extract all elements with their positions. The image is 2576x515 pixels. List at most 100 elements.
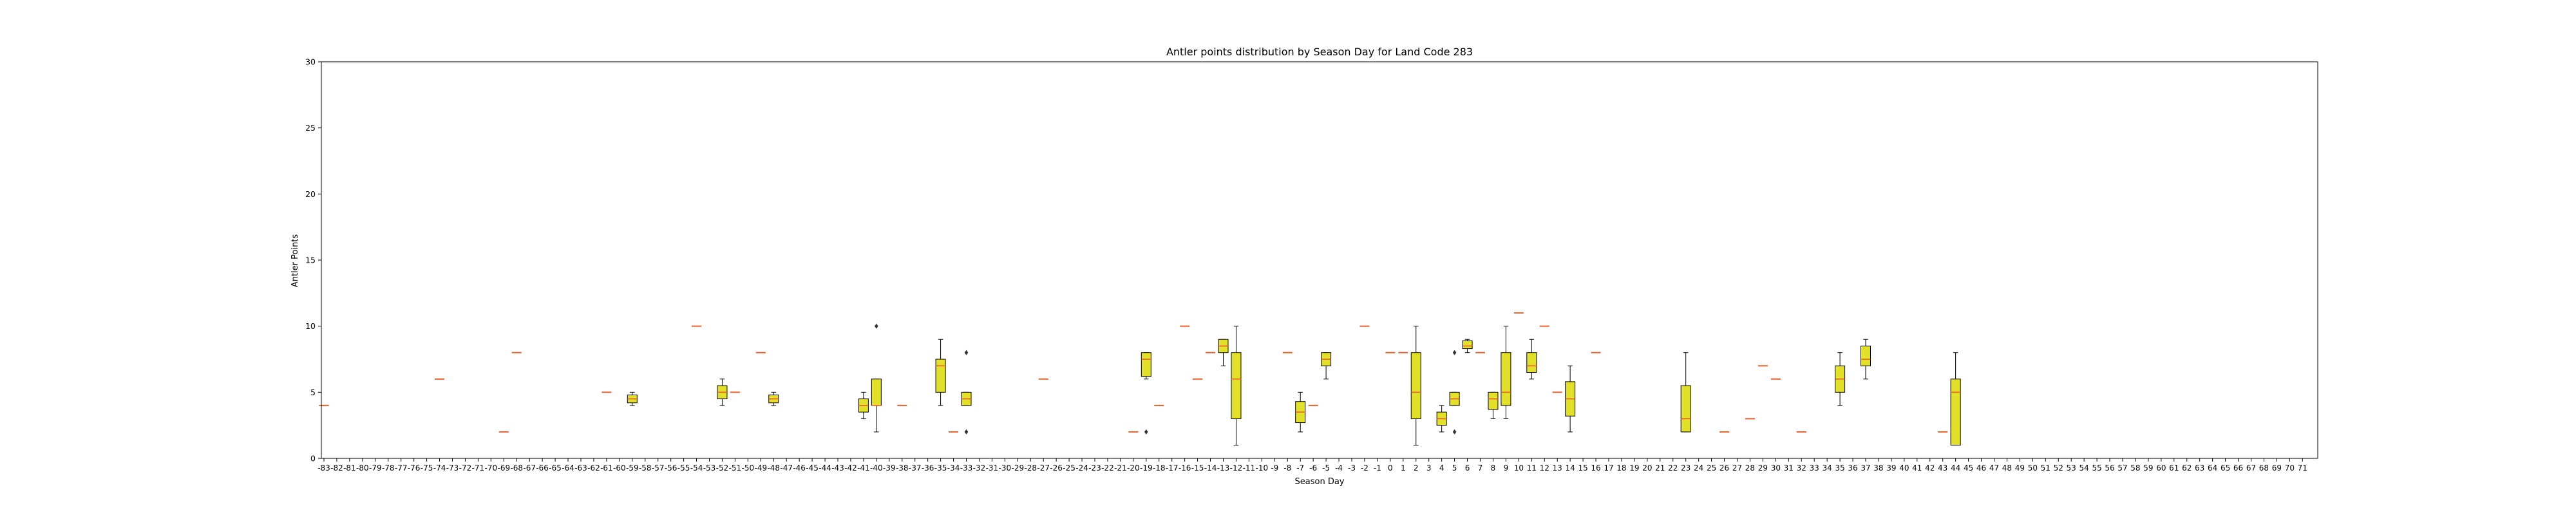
x-tick-label: 52 [2054, 464, 2063, 473]
x-tick-label: -25 [1063, 464, 1075, 473]
x-tick-label: -78 [382, 464, 395, 473]
x-tick-label: -17 [1166, 464, 1179, 473]
x-tick-label: -50 [742, 464, 755, 473]
x-tick-label: -22 [1101, 464, 1114, 473]
x-tick-label: -39 [883, 464, 896, 473]
box-plot [858, 391, 869, 419]
x-tick-label: 58 [2130, 464, 2140, 473]
outlier-point [1452, 350, 1457, 355]
box-plot [1141, 352, 1151, 435]
x-tick-label: -31 [986, 464, 999, 473]
box-plot [961, 350, 972, 435]
x-tick-label: 27 [1732, 464, 1742, 473]
x-tick-label: 31 [1784, 464, 1794, 473]
x-tick-label: 41 [1912, 464, 1922, 473]
outlier-point [1144, 429, 1148, 435]
x-tick-label: 46 [1976, 464, 1986, 473]
box-body [935, 359, 946, 393]
x-tick-label: -43 [831, 464, 844, 473]
x-tick-label: 30 [1771, 464, 1781, 473]
x-tick-label: 55 [2092, 464, 2101, 473]
x-tick-label: -45 [806, 464, 819, 473]
box-body [1861, 345, 1871, 366]
x-tick-label: -35 [934, 464, 947, 473]
x-tick-label: -36 [922, 464, 934, 473]
x-tick-label: -69 [497, 464, 510, 473]
x-tick-label: 44 [1951, 464, 1960, 473]
x-tick-label: 50 [2028, 464, 2038, 473]
x-tick-label: -1 [1374, 464, 1381, 473]
x-tick-label: 15 [1578, 464, 1587, 473]
x-tick-label: 28 [1745, 464, 1755, 473]
x-tick-label: 37 [1861, 464, 1870, 473]
x-tick-label: 40 [1899, 464, 1909, 473]
x-tick-label: 60 [2156, 464, 2166, 473]
x-tick-label: 35 [1835, 464, 1844, 473]
box-body [1680, 385, 1691, 433]
x-tick-label: -41 [857, 464, 870, 473]
x-tick-label: -13 [1217, 464, 1230, 473]
x-tick-label: -12 [1230, 464, 1243, 473]
x-tick-label: -72 [459, 464, 472, 473]
x-tick-label: -74 [433, 464, 446, 473]
chart-marks [319, 312, 1961, 445]
x-tick-label: 71 [2298, 464, 2307, 473]
x-tick-label: -70 [485, 464, 498, 473]
x-tick-label: -44 [819, 464, 831, 473]
x-tick-label: -8 [1283, 464, 1291, 473]
box-plot [768, 391, 779, 406]
x-tick-label: 61 [2169, 464, 2179, 473]
plot-frame [321, 61, 2318, 459]
x-tick-label: 18 [1616, 464, 1626, 473]
outlier-point [964, 429, 969, 435]
box-plot [1835, 352, 1846, 406]
x-tick-label: -46 [793, 464, 806, 473]
x-tick-label: -26 [1050, 464, 1063, 473]
x-tick-label: 22 [1668, 464, 1678, 473]
x-tick-label: 29 [1758, 464, 1768, 473]
x-tick-label: 45 [1964, 464, 1973, 473]
x-tick-label: 12 [1540, 464, 1549, 473]
x-tick-label: 9 [1504, 464, 1509, 473]
x-tick-label: -9 [1271, 464, 1278, 473]
box-body [1410, 352, 1421, 419]
box-plot [1295, 391, 1306, 433]
box-body [1501, 352, 1511, 406]
x-tick-label: 10 [1514, 464, 1524, 473]
x-tick-label: -28 [1024, 464, 1037, 473]
x-tick-label: -32 [973, 464, 986, 473]
outlier-point [964, 350, 969, 355]
x-tick-label: -34 [947, 464, 960, 473]
x-axis-ticks: -83 -82 -81 -80 -79 -78 -77 -76 -75 -74 -73 -72 -71-… [317, 458, 2307, 473]
x-tick-label: -7 [1296, 464, 1304, 473]
x-tick-label: 59 [2143, 464, 2153, 473]
y-axis-label: Antler Points [290, 234, 300, 288]
x-tick-label: -53 [703, 464, 716, 473]
y-tick-label: 0 [310, 454, 316, 464]
x-tick-label: -65 [549, 464, 562, 473]
y-tick-label: 30 [305, 57, 316, 67]
x-tick-label: 13 [1553, 464, 1562, 473]
x-tick-label: -49 [754, 464, 767, 473]
x-tick-label: -67 [523, 464, 536, 473]
x-tick-label: -47 [780, 464, 793, 473]
box-plot [871, 323, 882, 433]
x-tick-label: -48 [767, 464, 780, 473]
x-tick-label: -5 [1322, 464, 1330, 473]
x-tick-label: -54 [690, 464, 703, 473]
x-tick-label: 62 [2182, 464, 2192, 473]
x-tick-label: 16 [1591, 464, 1600, 473]
x-tick-label: -68 [510, 464, 523, 473]
x-tick-label: 51 [2041, 464, 2050, 473]
x-tick-label: 48 [2002, 464, 2012, 473]
x-tick-label: -79 [369, 464, 382, 473]
x-tick-label: -29 [1011, 464, 1024, 473]
x-tick-label: 8 [1491, 464, 1496, 473]
y-tick-label: 5 [310, 388, 316, 397]
x-tick-label: 42 [1925, 464, 1935, 473]
x-tick-label: -40 [870, 464, 883, 473]
x-tick-label: -24 [1075, 464, 1088, 473]
x-tick-label: -6 [1309, 464, 1317, 473]
y-axis-ticks: 0 5 10 15 20 25 30 [305, 57, 321, 464]
box-body [1462, 340, 1473, 350]
